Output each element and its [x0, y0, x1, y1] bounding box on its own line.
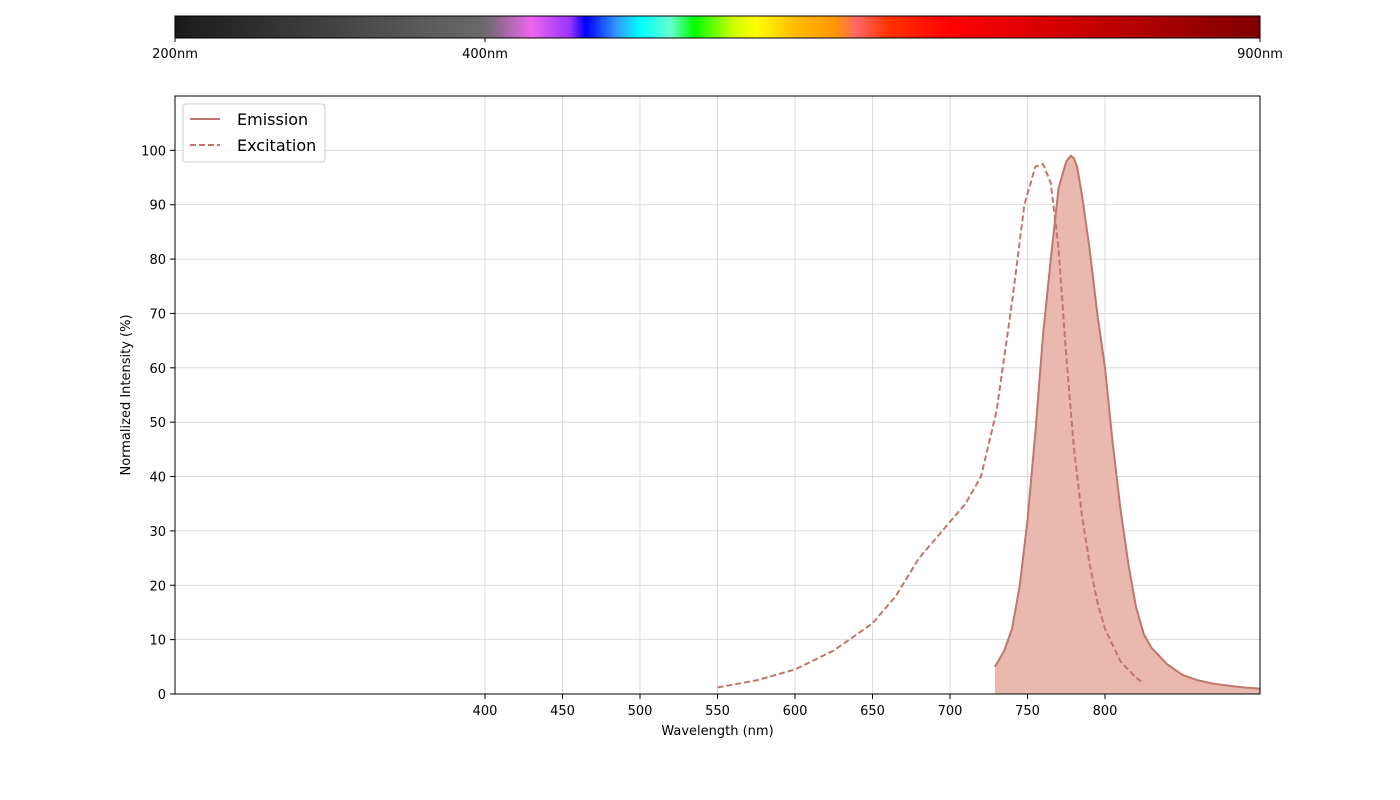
y-tick-label: 100 — [141, 144, 166, 159]
spectrum-gradient-bar — [174, 15, 1261, 39]
x-tick-label: 650 — [860, 704, 885, 719]
y-tick-label: 20 — [149, 579, 166, 594]
legend-label-emission: Emission — [237, 110, 308, 129]
legend: Emission Excitation — [182, 103, 326, 163]
y-axis-ticks: 0 10 20 30 40 50 60 70 80 90 100 — [141, 144, 175, 703]
emission-line — [994, 154, 1261, 690]
y-tick-label: 90 — [149, 199, 166, 214]
y-tick-label: 0 — [158, 688, 166, 703]
excitation-line — [717, 162, 1145, 689]
y-axis-label: Normalized Intensity (%) — [119, 314, 134, 475]
legend-label-excitation: Excitation — [237, 136, 316, 155]
y-tick-label: 60 — [149, 362, 166, 377]
x-tick-label: 800 — [1093, 704, 1118, 719]
y-tick-label: 80 — [149, 253, 166, 268]
spectrum-label: 400nm — [462, 47, 508, 62]
y-tick-label: 70 — [149, 307, 166, 322]
y-tick-label: 50 — [149, 416, 166, 431]
y-tick-label: 30 — [149, 525, 166, 540]
x-tick-label: 500 — [628, 704, 653, 719]
x-axis-ticks: 400 450 500 550 600 650 700 750 800 — [473, 694, 1118, 719]
y-tick-label: 10 — [149, 634, 166, 649]
x-axis-label: Wavelength (nm) — [661, 724, 773, 739]
spectrum-label: 200nm — [152, 47, 198, 62]
x-tick-label: 550 — [705, 704, 730, 719]
x-tick-label: 600 — [783, 704, 808, 719]
x-tick-label: 450 — [550, 704, 575, 719]
spectrum-bar: 200nm 400nm 900nm — [152, 15, 1283, 62]
x-tick-label: 400 — [473, 704, 498, 719]
y-tick-label: 40 — [149, 471, 166, 486]
x-tick-label: 700 — [938, 704, 963, 719]
series-lines — [717, 154, 1261, 695]
x-tick-label: 750 — [1015, 704, 1040, 719]
emission-area — [994, 155, 1260, 695]
spectrum-label: 900nm — [1237, 47, 1283, 62]
